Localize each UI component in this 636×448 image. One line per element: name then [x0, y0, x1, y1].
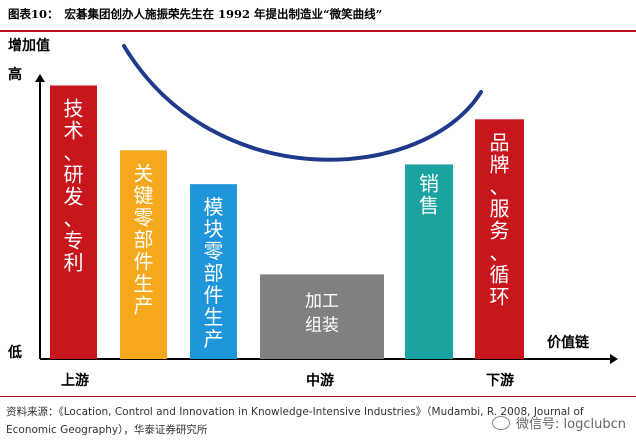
- bar-label: 组装: [305, 315, 339, 335]
- bar: [120, 150, 167, 359]
- figure-title: 宏碁集团创办人施振荣先生在 1992 年提出制造业“微笑曲线”: [64, 7, 383, 21]
- bar-label: 技: [64, 96, 84, 120]
- bar-label: 、: [490, 174, 510, 198]
- x-tick-label: 下游: [486, 372, 514, 389]
- bar-label: 、: [64, 140, 84, 164]
- bar-label: 牌: [490, 152, 510, 176]
- bar-label: 循: [490, 262, 510, 286]
- bar: [50, 85, 97, 360]
- bar: [405, 164, 453, 359]
- bar: [260, 274, 384, 359]
- bar-label: 生: [134, 271, 154, 295]
- y-axis-title: 增加值: [8, 37, 50, 54]
- figure-label: 图表10：: [8, 7, 59, 21]
- x-tick-label: 上游: [61, 372, 89, 389]
- source-note: 资料来源：《Location, Control and Innovation i…: [6, 406, 584, 436]
- y-axis-high-label: 高: [8, 66, 22, 83]
- bar-label: 销: [419, 171, 439, 195]
- figure-header: 图表10： 宏碁集团创办人施振荣先生在 1992 年提出制造业“微笑曲线”: [0, 0, 636, 30]
- x-axis-title: 价值链: [547, 334, 590, 351]
- bar-label: 件: [204, 283, 224, 307]
- bar-label: 模: [204, 195, 224, 219]
- bar-label: 研: [64, 162, 84, 186]
- bar-label: 产: [204, 327, 224, 351]
- x-tick-label: 中游: [306, 372, 334, 389]
- bar-label: 利: [64, 250, 84, 274]
- bar: [475, 119, 524, 359]
- bar-label: 服: [490, 196, 510, 220]
- bar-label: 件: [134, 249, 154, 273]
- wechat-icon: [492, 415, 511, 430]
- bar: [190, 184, 237, 359]
- footer-divider: [0, 396, 636, 397]
- x-axis-arrow: [610, 354, 618, 364]
- bar-label: 零: [134, 205, 154, 229]
- bar-label: 关: [134, 161, 154, 185]
- bar-label: 部: [134, 227, 154, 251]
- bar-label: 、: [490, 240, 510, 264]
- bar-label: 售: [419, 193, 439, 217]
- bar-label: 品: [490, 130, 510, 154]
- bar-label: 务: [490, 218, 510, 242]
- bar-label: 部: [204, 261, 224, 285]
- bar-label: 零: [204, 239, 224, 263]
- smile-curve-line: [122, 44, 483, 162]
- bar-label: 加工: [305, 291, 339, 311]
- bar-label: 专: [64, 228, 84, 252]
- bar-label: 产: [134, 293, 154, 317]
- y-axis-low-label: 低: [7, 344, 22, 361]
- bar-label: 块: [204, 217, 224, 241]
- header-divider: [0, 30, 636, 32]
- bar-label: 生: [204, 305, 224, 329]
- watermark-text: 微信号: logclubcn: [516, 417, 626, 432]
- bar-label: 发: [64, 184, 84, 208]
- bar-label: 键: [134, 183, 154, 207]
- bar-label: 术: [64, 118, 84, 142]
- y-axis-arrow: [35, 74, 45, 82]
- bar-label: 、: [64, 206, 84, 230]
- bar-label: 环: [490, 284, 510, 308]
- watermark: 微信号: logclubcn: [492, 413, 626, 432]
